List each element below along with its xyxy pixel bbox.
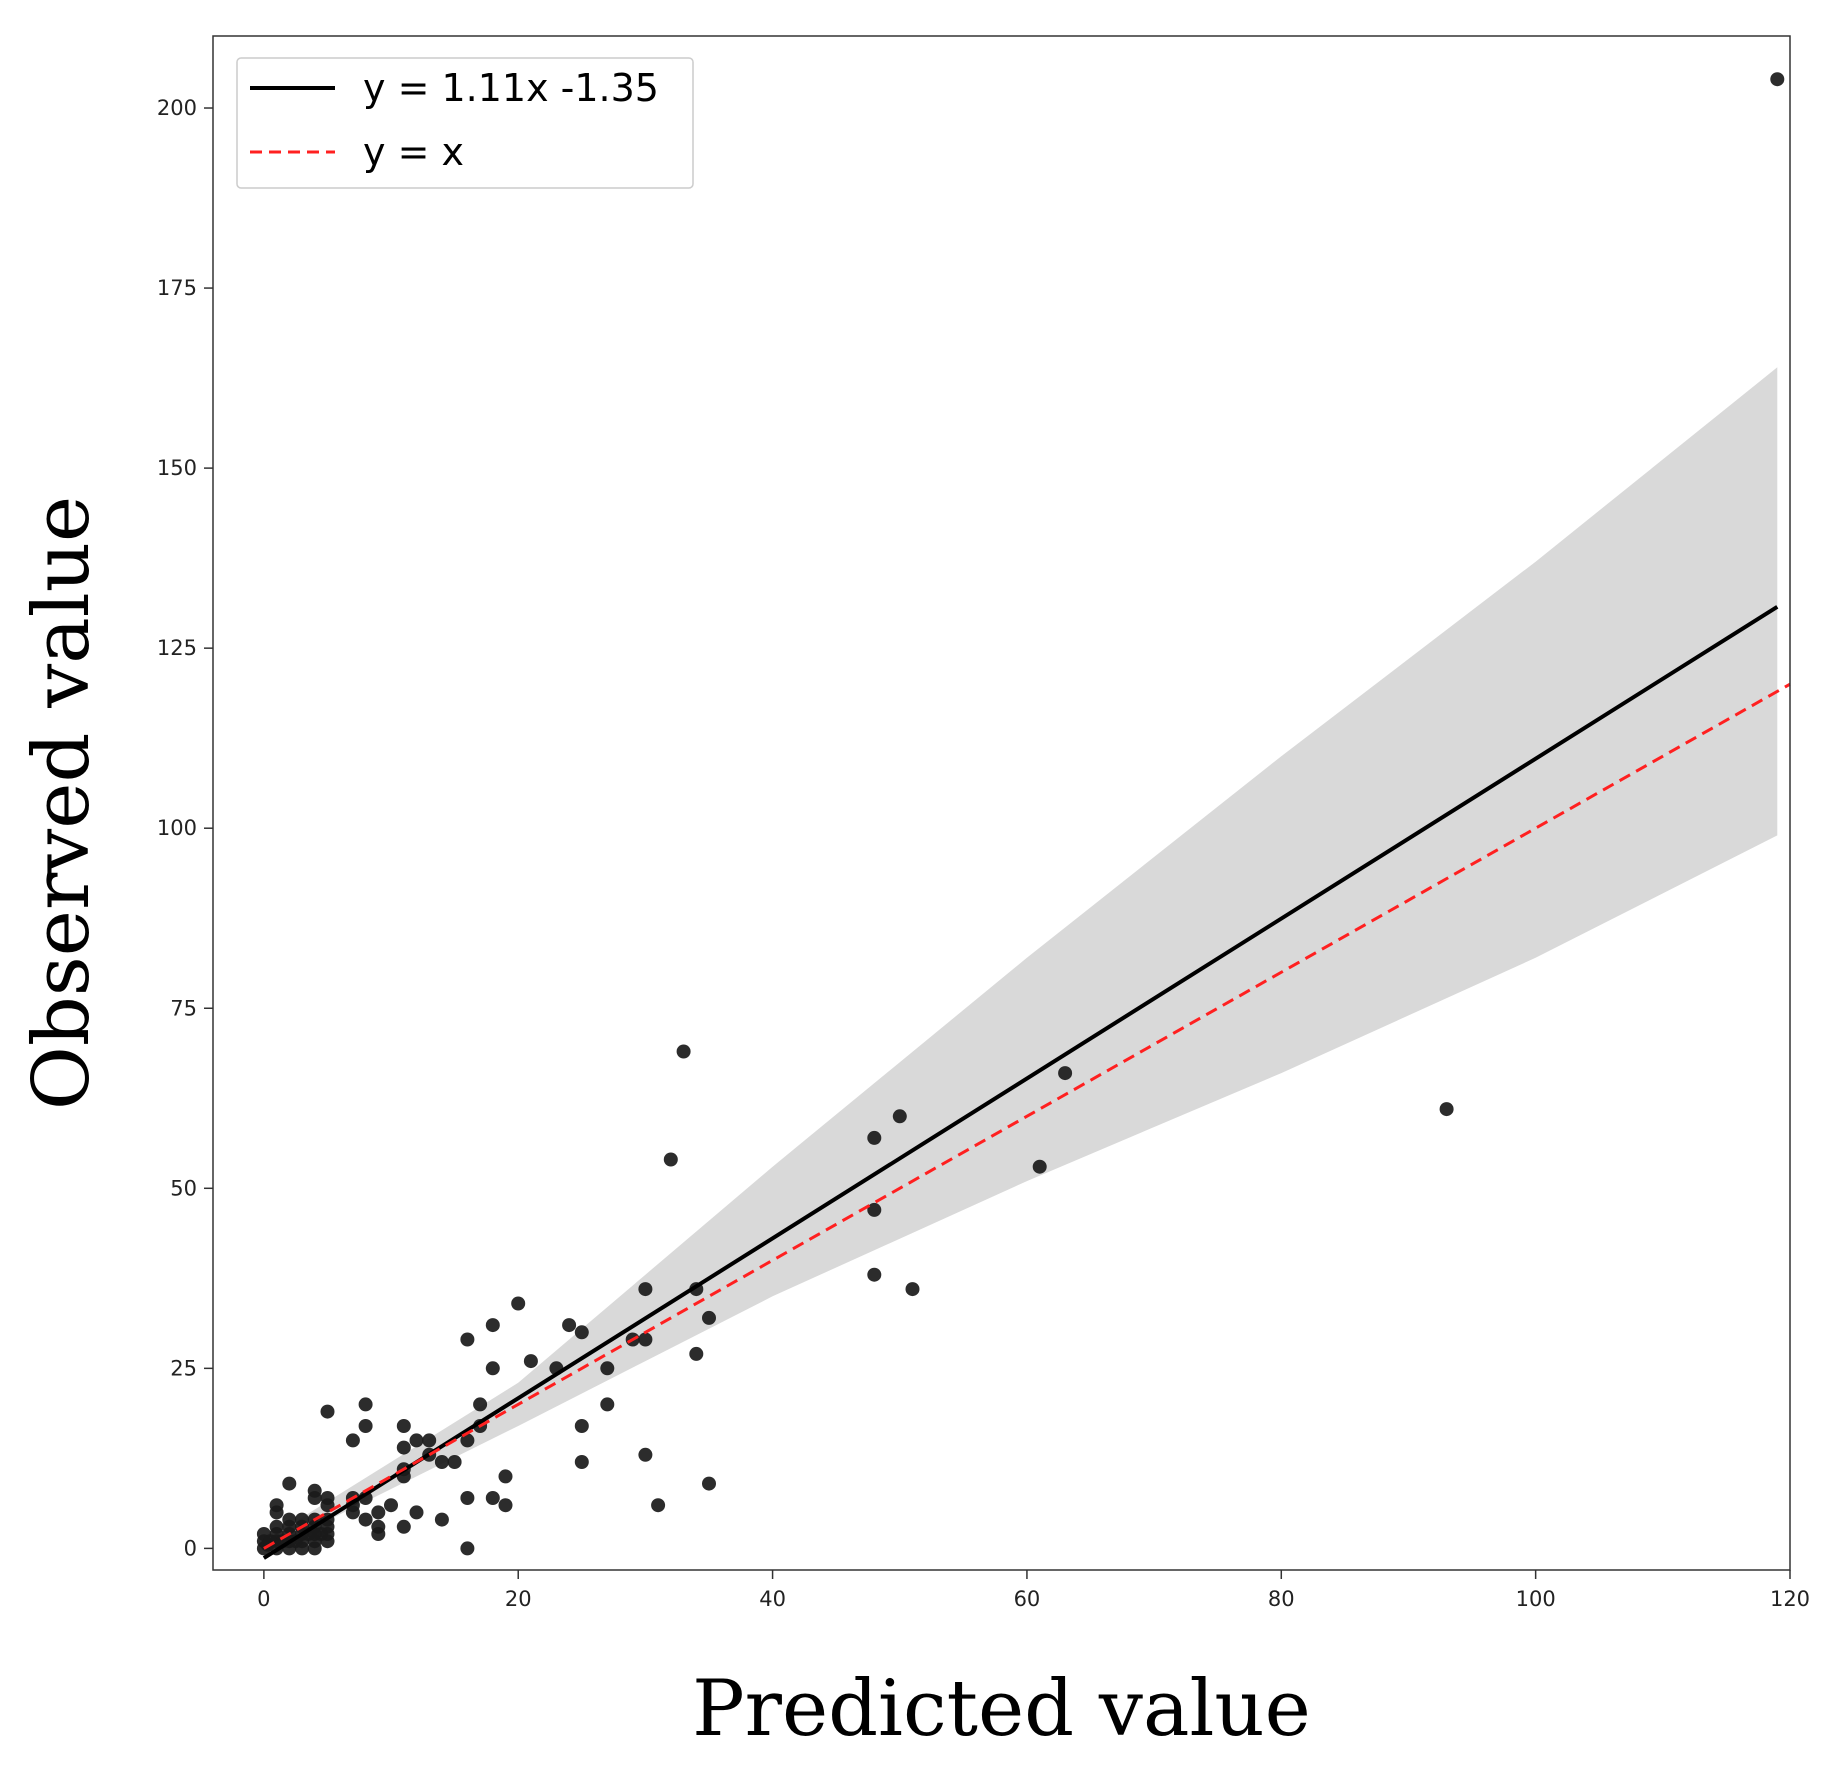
x-tick-label: 0 [257, 1587, 270, 1611]
y-tick-label: 200 [157, 96, 197, 120]
data-point [867, 1267, 882, 1282]
data-point [867, 1130, 882, 1145]
data-point [702, 1310, 716, 1325]
x-tick-label: 80 [1268, 1587, 1295, 1611]
data-point [434, 1455, 449, 1469]
data-point [396, 1419, 411, 1433]
data-point [460, 1433, 475, 1448]
data-point [485, 1361, 500, 1376]
x-tick-label: 60 [1014, 1587, 1041, 1611]
data-point [498, 1469, 513, 1484]
data-point [307, 1483, 322, 1498]
data-point [358, 1397, 373, 1412]
data-point [320, 1404, 335, 1419]
data-point [574, 1325, 589, 1340]
y-tick-label: 100 [157, 816, 197, 840]
lines-layer [262, 605, 1791, 1560]
y-axis-ticks: 0 25 50 75 100 125 150 175 200 [157, 96, 213, 1560]
data-point [574, 1419, 589, 1433]
data-point [638, 1332, 653, 1347]
data-point [282, 1476, 297, 1491]
data-point [409, 1505, 424, 1520]
data-point [562, 1318, 577, 1333]
data-point [371, 1519, 386, 1534]
regression-fit-line [262, 605, 1779, 1560]
data-point [574, 1455, 589, 1469]
x-axis-title: Predicted value [692, 1664, 1311, 1754]
y-tick-label: 50 [170, 1176, 197, 1200]
data-point [638, 1282, 653, 1297]
y-tick-label: 175 [157, 276, 197, 300]
data-point [867, 1202, 882, 1217]
data-point [600, 1361, 615, 1376]
data-point [282, 1512, 297, 1527]
data-point [905, 1282, 920, 1297]
data-point [345, 1433, 360, 1448]
y-tick-label: 0 [184, 1536, 197, 1560]
data-point [447, 1455, 462, 1469]
data-point [638, 1447, 653, 1462]
data-point [396, 1519, 411, 1534]
data-point [1770, 72, 1785, 87]
x-tick-label: 120 [1770, 1587, 1810, 1611]
data-point [676, 1044, 691, 1059]
data-point [1058, 1066, 1073, 1081]
data-point [269, 1519, 284, 1534]
legend: y = 1.11x -1.35 y = x [236, 57, 694, 189]
data-point [689, 1346, 704, 1361]
data-point [434, 1512, 449, 1527]
data-point [663, 1152, 678, 1167]
data-point [1032, 1159, 1047, 1174]
data-point [460, 1541, 475, 1556]
data-point [371, 1505, 386, 1520]
data-point [384, 1498, 398, 1513]
x-tick-label: 20 [505, 1587, 532, 1611]
confidence-band [263, 367, 1778, 1552]
data-point [473, 1397, 488, 1412]
data-point [511, 1296, 526, 1311]
plot-area-frame [212, 35, 1791, 1571]
data-point [269, 1498, 284, 1513]
legend-identity-line-label: y = x [363, 130, 464, 174]
data-point [396, 1440, 411, 1455]
data-point [485, 1491, 500, 1505]
data-point [702, 1476, 716, 1491]
data-point [358, 1512, 373, 1527]
data-point [892, 1109, 907, 1124]
data-point [1439, 1102, 1454, 1117]
data-point [600, 1397, 615, 1412]
x-tick-label: 40 [759, 1587, 786, 1611]
legend-fit-line-label: y = 1.11x -1.35 [363, 66, 659, 110]
data-point [409, 1433, 424, 1448]
data-point [320, 1491, 335, 1505]
legend-box [236, 57, 694, 189]
y-tick-label: 75 [170, 996, 197, 1020]
data-point [523, 1354, 538, 1369]
data-point [460, 1332, 475, 1347]
y-tick-label: 25 [170, 1356, 197, 1380]
data-point [422, 1433, 437, 1448]
y-tick-label: 150 [157, 456, 197, 480]
data-point [358, 1419, 373, 1433]
x-tick-label: 100 [1516, 1587, 1556, 1611]
confidence-band-layer [263, 367, 1778, 1552]
identity-line [263, 682, 1791, 1550]
data-point [485, 1318, 500, 1333]
y-tick-label: 125 [157, 636, 197, 660]
y-axis-title: Observed value [17, 496, 107, 1110]
data-point [498, 1498, 513, 1513]
data-point [460, 1491, 475, 1505]
x-axis-ticks: 0 20 40 60 80 100 120 [257, 1570, 1810, 1611]
data-point [651, 1498, 666, 1513]
